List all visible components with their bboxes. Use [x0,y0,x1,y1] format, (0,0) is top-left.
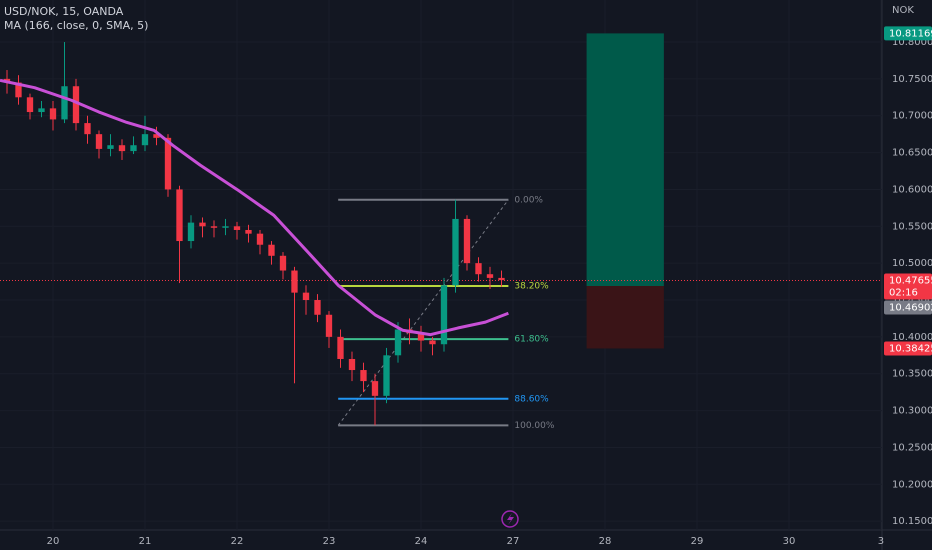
candle-body [383,355,390,396]
candle-body [233,226,241,230]
x-tick-label: 24 [415,536,428,547]
price-label-bg [884,273,932,300]
x-tick-label: 20 [47,536,60,547]
candle-body [164,137,172,190]
fib-label: 88.60% [514,394,549,404]
y-tick-label: 10.40000 [892,332,932,343]
y-tick-label: 10.30000 [892,406,932,417]
candle-body [187,222,195,242]
candle-body [394,329,402,356]
fib-label: 38.20% [514,282,549,292]
fib-label: 0.00% [514,195,543,205]
candle-body [348,358,356,371]
price-label-bg [884,341,932,356]
candle-body [337,336,344,359]
candle-body [222,226,229,228]
candle-body [153,134,160,138]
x-tick-label: 27 [507,536,520,547]
x-tick-label: 29 [691,536,704,547]
y-tick-label: 10.65000 [892,148,932,159]
candle-body [130,145,137,152]
candle-body [49,108,57,120]
candle-body [176,189,183,242]
y-tick-label: 10.55000 [892,221,932,232]
x-tick-label: 28 [599,536,612,547]
candle-body [302,292,310,301]
candle-body [463,218,471,264]
candle-body [314,300,321,315]
candle-body [15,82,22,98]
candle-body [26,97,34,113]
plot-area: 0.00% 38.20% 61.80% 88.60% 100.00% [0,33,882,431]
candle-body [61,86,68,120]
x-tick-label: 3 [878,536,884,547]
price-label-bg [884,26,932,41]
x-tick-label: 22 [231,536,244,547]
candle-body [268,244,275,256]
candle-body [256,233,264,245]
candle-body [475,263,482,275]
loss-zone [586,286,664,349]
x-tick-label: 21 [139,536,152,547]
y-tick-label: 10.25000 [892,442,932,453]
moving-average [0,78,509,337]
candle-body [429,340,436,345]
event-icon[interactable] [501,510,519,528]
candle-body [371,381,379,396]
y-tick-label: 10.20000 [892,479,932,490]
candle-body [84,123,91,135]
event-icon-bolt [507,513,514,525]
fib-label: 100.00% [514,421,554,431]
currency: NOK [892,5,914,16]
y-tick-label: 10.15000 [892,516,932,527]
y-tick-label: 10.75000 [892,74,932,85]
candle-body [38,108,45,113]
candle-body [95,134,103,149]
y-tick-label: 10.80000 [892,37,932,48]
candle-body [118,145,126,152]
price-label-bg [884,300,932,315]
price-label: 10.47655 [889,275,932,286]
candle-body [72,86,80,124]
profit-zone [586,33,664,287]
candle-body [440,285,448,345]
candle-body [360,370,367,382]
price-label: 10.38425 [889,343,932,354]
chart-title: USD/NOK, 15, OANDA [4,5,124,18]
price-label: 10.46902 [889,302,932,313]
price-label: 10.81169 [889,28,932,39]
x-tick-label: 30 [783,536,796,547]
candle-body [199,222,206,227]
y-tick-label: 10.70000 [892,111,932,122]
candle-body [141,134,149,146]
candle-body [245,229,252,234]
candle-body [107,145,114,149]
y-tick-label: 10.35000 [892,369,932,380]
candle-body [498,277,505,281]
candle-body [417,333,425,341]
y-tick-label: 10.60000 [892,184,932,195]
countdown-label: 02:16 [889,287,918,298]
y-tick-label: 10.50000 [892,258,932,269]
candle-body [291,270,298,293]
fib-label: 61.80% [514,335,549,345]
fib-trend-line [337,199,509,426]
candle-body [486,274,494,278]
candle-body [210,226,218,228]
candle-body [452,218,459,286]
candle-body [325,314,333,337]
indicator-label: MA (166, close, 0, SMA, 5) [4,19,148,32]
x-tick-label: 23 [323,536,336,547]
candle-body [279,255,287,271]
